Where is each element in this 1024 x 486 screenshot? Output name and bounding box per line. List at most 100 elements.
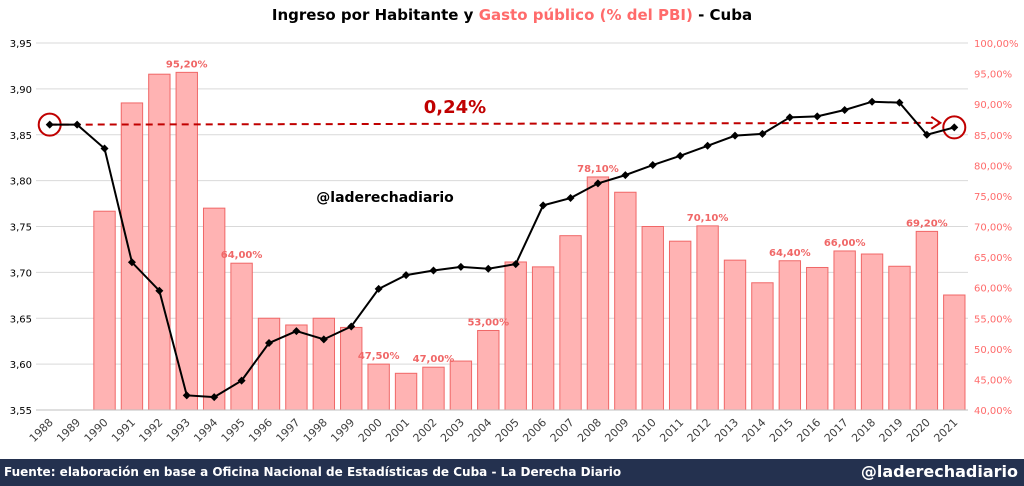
bar (285, 324, 308, 411)
y-right-tick-label: 50,00% (974, 345, 1012, 356)
income-marker (731, 131, 739, 140)
income-marker (73, 120, 82, 129)
y-right-tick-label: 40,00% (974, 406, 1012, 417)
y-right-tick-label: 85,00% (974, 131, 1012, 142)
bar (504, 261, 527, 411)
y-left-tick-label: 3,65 (10, 314, 32, 325)
bar (93, 210, 116, 411)
y-left-tick-label: 3,80 (10, 177, 32, 188)
income-marker (484, 264, 493, 273)
income-marker (45, 120, 54, 129)
bar (257, 317, 281, 411)
income-marker (648, 161, 657, 170)
x-tick-label: 2011 (657, 416, 686, 445)
watermark: @laderechadiario (316, 190, 454, 206)
data-label: 53,00% (467, 317, 509, 328)
title-part2: Gasto público (% del PBI) (478, 6, 693, 24)
x-tick-label: 2003 (438, 416, 467, 445)
bar (778, 260, 802, 411)
bar (586, 176, 610, 411)
bar (531, 266, 555, 411)
x-tick-label: 2021 (931, 416, 960, 445)
x-tick-label: 2016 (794, 416, 823, 445)
income-marker (840, 105, 849, 114)
x-tick-label: 2012 (685, 416, 714, 445)
bar (340, 326, 363, 411)
y-right-tick-label: 70,00% (974, 223, 1012, 234)
income-marker (182, 391, 191, 400)
y-right-tick-label: 55,00% (974, 314, 1012, 325)
income-marker (895, 98, 904, 107)
data-label: 95,20% (166, 59, 208, 70)
bar (641, 226, 664, 411)
bar (394, 372, 418, 411)
income-marker (813, 112, 822, 121)
income-marker (511, 260, 520, 269)
footer-bar: Fuente: elaboración en base a Oficina Na… (0, 459, 1024, 486)
income-marker (127, 258, 136, 267)
bar (668, 240, 692, 411)
bar (230, 262, 253, 411)
data-label: 47,00% (413, 354, 455, 365)
bar (120, 102, 144, 411)
bar (367, 363, 390, 411)
data-label: 66,00% (824, 238, 866, 249)
data-label: 47,50% (358, 351, 400, 362)
bar (888, 265, 911, 411)
y-right-tick-label: 90,00% (974, 100, 1012, 111)
x-tick-label: 2018 (849, 416, 878, 445)
income-marker (100, 144, 109, 153)
y-right-tick-label: 65,00% (974, 253, 1012, 264)
trend-arrowhead (930, 115, 943, 130)
bar (806, 266, 829, 411)
income-marker (402, 271, 411, 280)
x-tick-label: 1998 (301, 416, 330, 445)
x-tick-label: 1990 (82, 416, 111, 445)
income-marker (950, 123, 959, 132)
income-marker (319, 335, 328, 344)
trend-annotation: 0,24% (424, 97, 486, 118)
y-left-tick-label: 3,90 (10, 85, 32, 96)
chart-svg: 3,55 3,60 3,65 3,70 3,75 3,80 3,85 3,90 3,95 40,0… (10, 39, 1019, 445)
bar (559, 235, 582, 411)
income-marker (210, 393, 219, 402)
data-label: 70,10% (687, 213, 729, 224)
y-left-tick-label: 3,55 (10, 406, 32, 417)
bar (477, 329, 500, 411)
x-tick-label: 1997 (274, 416, 303, 445)
income-marker (374, 284, 383, 293)
bar (449, 360, 473, 411)
y-right-tick-label: 60,00% (974, 284, 1012, 295)
end-highlight-circle (942, 115, 967, 140)
income-marker (237, 376, 246, 385)
bar (860, 253, 884, 411)
data-label: 64,00% (221, 250, 263, 261)
income-marker (292, 327, 301, 336)
data-label: 69,20% (906, 218, 948, 229)
footer-handle: @laderechadiario (860, 462, 1018, 481)
bar (614, 191, 637, 411)
income-marker (429, 266, 438, 275)
income-marker (758, 129, 767, 138)
x-tick-label: 1995 (219, 416, 248, 445)
x-tick-label: 1989 (54, 416, 83, 445)
y-left-tick-label: 3,85 (10, 131, 32, 142)
x-tick-label: 2020 (904, 416, 933, 445)
x-tick-label: 1991 (109, 416, 138, 445)
x-tick-label: 2010 (630, 416, 659, 445)
x-tick-label: 2000 (356, 416, 385, 445)
bar (751, 282, 774, 411)
footer-source: Fuente: elaboración en base a Oficina Na… (4, 465, 622, 479)
bar (312, 317, 336, 411)
data-label: 64,40% (769, 248, 811, 259)
income-marker (676, 151, 685, 160)
income-marker (265, 339, 273, 348)
x-tick-label: 2006 (520, 416, 549, 445)
income-marker (785, 113, 794, 122)
income-marker (703, 141, 712, 150)
x-tick-label: 2017 (822, 416, 851, 445)
y-right-tick-label: 75,00% (974, 192, 1012, 203)
x-tick-label: 2015 (767, 416, 796, 445)
x-tick-label: 2001 (383, 416, 412, 445)
bar (723, 259, 747, 411)
